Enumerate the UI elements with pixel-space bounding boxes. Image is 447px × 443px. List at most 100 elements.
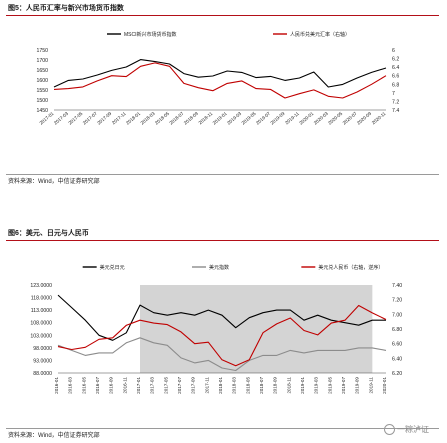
x-tick-label: 2017-07 (177, 377, 182, 394)
x-tick-label: 2018-05 (245, 377, 250, 394)
x-tick-label: 2017-05 (67, 111, 83, 126)
series-line (53, 62, 387, 99)
left-tick-label: 1600 (36, 78, 48, 84)
x-tick-label: 2019-03 (226, 111, 242, 126)
legend-label: 美元兑日元 (100, 264, 125, 271)
x-tick-label: 2018-11 (286, 377, 291, 394)
figure2-title: 图6：美元、日元与人民币 (8, 230, 89, 237)
right-tick-label: 6.6 (392, 74, 399, 80)
x-tick-label: 2020-03 (313, 111, 329, 126)
x-tick-label: 2018-11 (198, 111, 214, 126)
x-tick-label: 2016-03 (68, 377, 73, 394)
series-line (57, 337, 387, 372)
x-tick-label: 2020-05 (327, 111, 343, 126)
left-tick-label: 1450 (36, 108, 48, 114)
figure1-title: 图5：人民币汇率与新兴市场货币指数 (8, 5, 124, 12)
right-tick-label: 7.40 (392, 283, 402, 289)
figure1-top-rule (6, 15, 439, 16)
x-tick-label: 2017-11 (111, 111, 127, 126)
x-tick-label: 2017-09 (191, 377, 196, 394)
x-tick-label: 2019-09 (269, 111, 285, 126)
legend-label: 美元指数 (209, 264, 229, 271)
right-tick-label: 6.4 (392, 65, 399, 71)
x-tick-label: 2019-11 (284, 111, 300, 126)
x-tick-label: 2018-07 (168, 111, 184, 126)
x-tick-label: 2019-05 (241, 111, 257, 126)
left-tick-label: 108.0000 (30, 321, 52, 327)
x-tick-label: 2016-11 (122, 377, 127, 394)
right-tick-label: 6.20 (392, 371, 402, 377)
x-tick-label: 2016-01 (54, 377, 59, 394)
x-tick-label: 2017-07 (82, 111, 98, 126)
series-line (57, 294, 386, 341)
left-tick-label: 93.0000 (33, 358, 52, 364)
right-tick-label: 6.8 (392, 82, 399, 88)
figure2-bottom-rule (6, 428, 439, 429)
x-tick-label: 2020-01 (382, 377, 387, 394)
x-tick-label: 2016-09 (109, 377, 114, 394)
watermark-text: 一粽泸证 (397, 424, 429, 434)
x-tick-label: 2018-05 (154, 111, 170, 126)
x-tick-label: 2019-11 (368, 377, 373, 394)
watermark: 一粽泸证 (384, 424, 429, 435)
right-tick-label: 6.80 (392, 327, 402, 333)
right-tick-label: 7.00 (392, 312, 402, 318)
left-tick-label: 118.0000 (31, 296, 52, 302)
x-tick-label: 2017-01 (136, 377, 141, 394)
x-tick-label: 2018-03 (140, 111, 156, 126)
left-tick-label: 1500 (36, 98, 48, 104)
right-tick-label: 6.60 (392, 342, 402, 348)
right-tick-label: 7 (392, 91, 395, 97)
x-tick-label: 2019-09 (355, 377, 360, 394)
left-tick-label: 113.0000 (31, 308, 52, 314)
left-tick-label: 103.0000 (30, 333, 52, 339)
figure2-top-rule (6, 240, 439, 241)
figure1-chart: 1750 1700 1650 1600 1550 1500 1450 6 6.2 6.4 6.6 6.… (36, 31, 399, 126)
right-tick-label: 6.40 (392, 356, 402, 362)
x-tick-label: 2018-01 (218, 377, 223, 394)
x-tick-label: 2019-01 (300, 377, 305, 394)
x-tick-label: 2020-11 (371, 111, 387, 126)
legend-label: 人民币兑美元汇率（右轴） (290, 31, 350, 38)
x-tick-label: 2017-09 (96, 111, 112, 126)
x-tick-label: 2018-09 (183, 111, 199, 126)
left-tick-label: 123.0000 (30, 283, 52, 289)
left-tick-label: 88.0000 (33, 371, 52, 377)
x-tick-label: 2017-05 (163, 377, 168, 394)
figure2-source: 资料来源：Wind，中信证券研究部 (8, 433, 100, 439)
x-tick-label: 2017-11 (204, 377, 209, 394)
x-tick-label: 2018-01 (125, 111, 141, 126)
series-line (57, 304, 387, 367)
figure2-chart: 123.0000 118.0000 113.0000 108.0000 103.0000… (30, 264, 402, 394)
x-tick-label: 2016-07 (95, 377, 100, 394)
x-tick-label: 2020-01 (298, 111, 314, 126)
x-tick-label: 2019-07 (255, 111, 271, 126)
left-tick-label: 1650 (36, 68, 48, 74)
right-tick-label: 7.2 (392, 99, 399, 105)
x-tick-label: 2017-03 (150, 377, 155, 394)
x-tick-label: 2016-05 (81, 377, 86, 394)
series-line (53, 59, 387, 88)
x-tick-label: 2018-07 (259, 377, 264, 394)
x-tick-label: 2017-03 (53, 111, 69, 126)
left-tick-label: 1700 (36, 58, 48, 64)
left-tick-label: 1750 (36, 48, 48, 54)
legend-label: 美元兑人民币（右轴，逆序） (318, 264, 383, 271)
x-tick-label: 2019-05 (327, 377, 332, 394)
right-tick-label: 7.20 (392, 298, 402, 304)
left-tick-label: 98.0000 (33, 346, 52, 352)
x-tick-label: 2020-07 (342, 111, 358, 126)
legend-label: MSCI新兴市场货币指数 (124, 31, 177, 38)
x-tick-label: 2019-03 (314, 377, 319, 394)
x-tick-label: 2019-07 (341, 377, 346, 394)
x-tick-label: 2019-01 (212, 111, 228, 126)
x-tick-label: 2018-09 (273, 377, 278, 394)
left-tick-label: 1550 (36, 88, 48, 94)
x-tick-label: 2020-09 (356, 111, 372, 126)
x-tick-label: 2018-03 (232, 377, 237, 394)
right-tick-label: 6 (392, 48, 395, 54)
wechat-icon (384, 424, 395, 435)
figure1-bottom-rule (6, 174, 439, 175)
figure1-source: 资料来源：Wind，中信证券研究部 (8, 179, 100, 185)
right-tick-label: 7.4 (392, 108, 399, 114)
